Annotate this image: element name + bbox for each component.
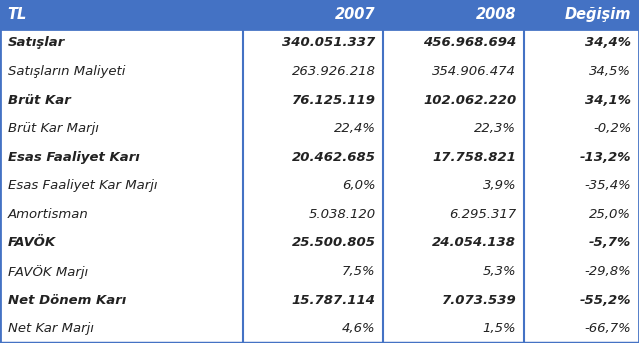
- Bar: [383, 143, 524, 172]
- Bar: [243, 0, 383, 28]
- Bar: [524, 229, 639, 257]
- Bar: [0, 86, 243, 114]
- Text: -13,2%: -13,2%: [580, 151, 631, 164]
- Text: FAVÖK Marjı: FAVÖK Marjı: [8, 264, 88, 279]
- Bar: [383, 172, 524, 200]
- Bar: [243, 143, 383, 172]
- Bar: [0, 229, 243, 257]
- Bar: [383, 257, 524, 286]
- Text: 263.926.218: 263.926.218: [292, 65, 376, 78]
- Text: Satışların Maliyeti: Satışların Maliyeti: [8, 65, 125, 78]
- Text: Net Kar Marjı: Net Kar Marjı: [8, 322, 93, 335]
- Bar: [243, 286, 383, 315]
- Text: 5,3%: 5,3%: [482, 265, 516, 278]
- Text: 25,0%: 25,0%: [589, 208, 631, 221]
- Text: 25.500.805: 25.500.805: [292, 236, 376, 249]
- Text: 2007: 2007: [335, 7, 376, 22]
- Bar: [0, 200, 243, 229]
- Bar: [0, 57, 243, 86]
- Bar: [524, 257, 639, 286]
- Bar: [383, 315, 524, 343]
- Text: 22,3%: 22,3%: [474, 122, 516, 135]
- Text: 340.051.337: 340.051.337: [282, 36, 376, 49]
- Bar: [243, 28, 383, 57]
- Bar: [243, 86, 383, 114]
- Bar: [0, 114, 243, 143]
- Text: Brüt Kar: Brüt Kar: [8, 94, 70, 107]
- Bar: [524, 172, 639, 200]
- Bar: [383, 0, 524, 28]
- Bar: [0, 143, 243, 172]
- Bar: [383, 286, 524, 315]
- Bar: [383, 229, 524, 257]
- Bar: [0, 286, 243, 315]
- Text: 15.787.114: 15.787.114: [292, 294, 376, 307]
- Bar: [524, 86, 639, 114]
- Bar: [524, 143, 639, 172]
- Bar: [524, 286, 639, 315]
- Text: 7,5%: 7,5%: [342, 265, 376, 278]
- Bar: [383, 86, 524, 114]
- Text: 34,5%: 34,5%: [589, 65, 631, 78]
- Text: 3,9%: 3,9%: [482, 179, 516, 192]
- Bar: [0, 257, 243, 286]
- Bar: [524, 57, 639, 86]
- Text: Değişim: Değişim: [565, 7, 631, 22]
- Text: -35,4%: -35,4%: [585, 179, 631, 192]
- Text: 7.073.539: 7.073.539: [442, 294, 516, 307]
- Text: Brüt Kar Marjı: Brüt Kar Marjı: [8, 122, 98, 135]
- Text: 1,5%: 1,5%: [482, 322, 516, 335]
- Text: 2008: 2008: [476, 7, 516, 22]
- Text: 6.295.317: 6.295.317: [449, 208, 516, 221]
- Text: 5.038.120: 5.038.120: [309, 208, 376, 221]
- Text: FAVÖK: FAVÖK: [8, 236, 56, 249]
- Text: 22,4%: 22,4%: [334, 122, 376, 135]
- Text: Esas Faaliyet Kar Marjı: Esas Faaliyet Kar Marjı: [8, 179, 157, 192]
- Text: 34,1%: 34,1%: [585, 94, 631, 107]
- Bar: [383, 28, 524, 57]
- Text: Net Dönem Karı: Net Dönem Karı: [8, 294, 126, 307]
- Bar: [243, 257, 383, 286]
- Bar: [0, 315, 243, 343]
- Text: 4,6%: 4,6%: [342, 322, 376, 335]
- Bar: [524, 0, 639, 28]
- Text: 456.968.694: 456.968.694: [423, 36, 516, 49]
- Bar: [383, 200, 524, 229]
- Text: 24.054.138: 24.054.138: [433, 236, 516, 249]
- Text: -55,2%: -55,2%: [580, 294, 631, 307]
- Text: TL: TL: [8, 7, 27, 22]
- Bar: [243, 200, 383, 229]
- Bar: [383, 114, 524, 143]
- Bar: [243, 229, 383, 257]
- Text: 76.125.119: 76.125.119: [292, 94, 376, 107]
- Text: 6,0%: 6,0%: [342, 179, 376, 192]
- Bar: [524, 200, 639, 229]
- Bar: [0, 0, 243, 28]
- Bar: [243, 57, 383, 86]
- Text: Amortisman: Amortisman: [8, 208, 88, 221]
- Text: 17.758.821: 17.758.821: [433, 151, 516, 164]
- Bar: [524, 114, 639, 143]
- Text: -0,2%: -0,2%: [593, 122, 631, 135]
- Bar: [243, 172, 383, 200]
- Text: 34,4%: 34,4%: [585, 36, 631, 49]
- Text: -5,7%: -5,7%: [589, 236, 631, 249]
- Text: 102.062.220: 102.062.220: [423, 94, 516, 107]
- Bar: [524, 315, 639, 343]
- Text: Satışlar: Satışlar: [8, 36, 65, 49]
- Bar: [0, 172, 243, 200]
- Bar: [383, 57, 524, 86]
- Bar: [524, 28, 639, 57]
- Text: -66,7%: -66,7%: [585, 322, 631, 335]
- Text: 354.906.474: 354.906.474: [433, 65, 516, 78]
- Text: Esas Faaliyet Karı: Esas Faaliyet Karı: [8, 151, 139, 164]
- Bar: [243, 315, 383, 343]
- Bar: [243, 114, 383, 143]
- Bar: [0, 28, 243, 57]
- Text: 20.462.685: 20.462.685: [292, 151, 376, 164]
- Text: -29,8%: -29,8%: [585, 265, 631, 278]
